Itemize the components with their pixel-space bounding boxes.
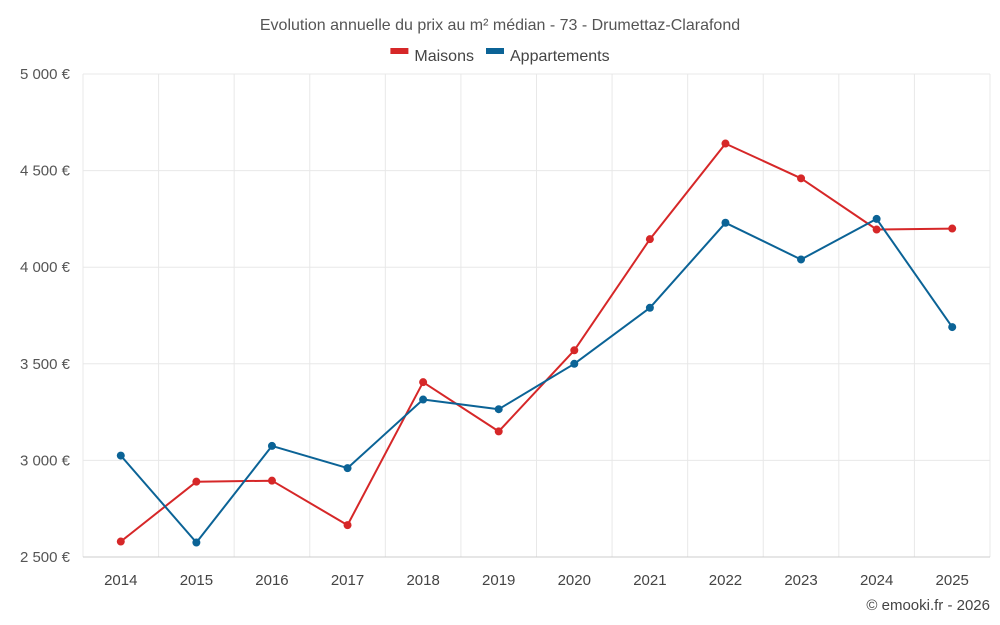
data-point[interactable]	[419, 395, 428, 404]
x-axis-ticks: 2014 2015 2016 2017 2018 2019 2020 2021 2022 2023…	[104, 572, 969, 589]
x-tick-label: 2021	[633, 572, 666, 589]
x-tick-label: 2018	[406, 572, 439, 589]
data-point[interactable]	[948, 224, 957, 233]
y-tick-label: 5 000 €	[20, 66, 71, 83]
legend: Maisons Appartements	[390, 48, 610, 65]
x-gridlines	[82, 74, 991, 557]
legend-swatch	[486, 48, 504, 54]
y-tick-label: 3 000 €	[20, 452, 71, 469]
data-point[interactable]	[494, 405, 503, 414]
y-tick-label: 4 500 €	[20, 163, 71, 180]
x-tick-label: 2017	[331, 572, 364, 589]
data-point[interactable]	[570, 359, 579, 368]
series-maisons	[116, 139, 957, 546]
data-point[interactable]	[343, 464, 352, 473]
data-point[interactable]	[721, 139, 730, 148]
y-tick-label: 4 000 €	[20, 259, 71, 276]
y-axis-ticks: 2 500 € 3 000 € 3 500 € 4 000 € 4 500 € 5 000…	[20, 66, 71, 566]
data-point[interactable]	[872, 214, 881, 223]
data-point[interactable]	[645, 235, 654, 244]
legend-item-maisons[interactable]: Maisons	[390, 48, 474, 65]
data-point[interactable]	[948, 323, 957, 332]
series-line	[120, 217, 954, 544]
data-point[interactable]	[797, 255, 806, 264]
data-point[interactable]	[570, 346, 579, 355]
credit-text: © emooki.fr - 2026	[866, 597, 990, 614]
data-point[interactable]	[494, 427, 503, 436]
y-tick-label: 2 500 €	[20, 549, 71, 566]
x-tick-label: 2025	[936, 572, 969, 589]
data-point[interactable]	[267, 476, 276, 485]
x-tick-label: 2019	[482, 572, 515, 589]
legend-label: Maisons	[414, 48, 474, 65]
x-tick-label: 2024	[860, 572, 893, 589]
data-point[interactable]	[192, 538, 201, 547]
data-point[interactable]	[343, 521, 352, 530]
x-tick-label: 2016	[255, 572, 288, 589]
legend-item-appartements[interactable]: Appartements	[486, 48, 610, 65]
legend-label: Appartements	[510, 48, 610, 65]
legend-swatch	[390, 48, 409, 54]
x-tick-label: 2014	[104, 572, 137, 589]
data-point[interactable]	[116, 451, 125, 460]
x-tick-label: 2022	[709, 572, 742, 589]
x-tick-label: 2015	[180, 572, 213, 589]
data-point[interactable]	[267, 441, 276, 450]
data-point[interactable]	[797, 174, 806, 183]
chart-title: Evolution annuelle du prix au m² médian …	[260, 17, 740, 34]
series-layer	[116, 139, 957, 547]
data-point[interactable]	[872, 225, 881, 234]
data-point[interactable]	[419, 378, 428, 387]
data-point[interactable]	[116, 537, 125, 546]
data-point[interactable]	[192, 477, 201, 486]
x-tick-label: 2023	[784, 572, 817, 589]
x-tick-label: 2020	[558, 572, 591, 589]
data-point[interactable]	[645, 303, 654, 312]
y-tick-label: 3 500 €	[20, 356, 71, 373]
series-appartements	[116, 214, 957, 547]
data-point[interactable]	[721, 218, 730, 227]
series-line	[120, 142, 953, 543]
